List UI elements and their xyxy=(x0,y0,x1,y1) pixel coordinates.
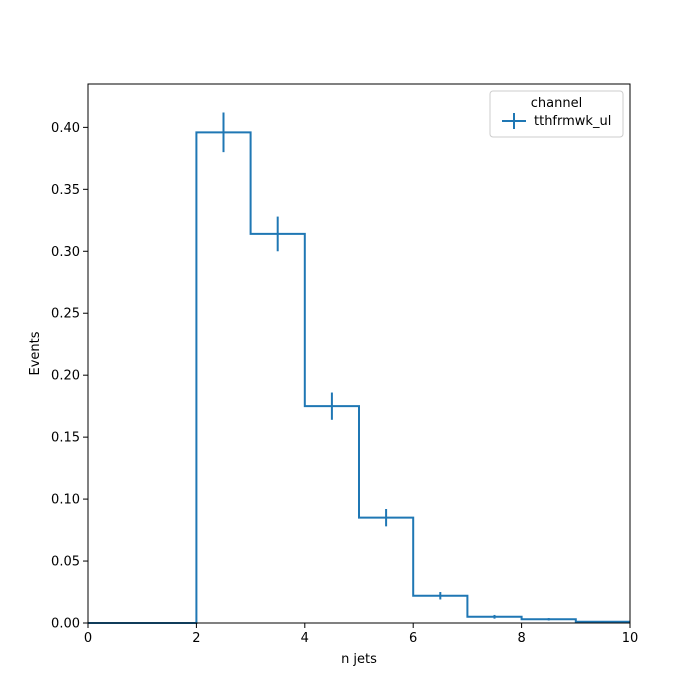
y-axis-label: Events xyxy=(28,331,43,375)
x-tick-label: 10 xyxy=(622,631,639,646)
y-tick-label: 0.15 xyxy=(51,431,80,446)
y-axis: 0.00 0.05 0.10 0.15 0.20 0.25 0.30 0.35 0.40 xyxy=(51,121,88,632)
y-tick-label: 0.25 xyxy=(51,307,80,322)
legend-box xyxy=(489,90,624,138)
y-tick-label: 0.20 xyxy=(51,369,80,384)
legend: channel tthfrmwk_ul xyxy=(489,90,624,138)
series-step-line xyxy=(88,131,630,624)
y-tick-label: 0.40 xyxy=(51,121,80,136)
y-tick-label: 0.05 xyxy=(51,555,80,570)
legend-entries: tthfrmwk_ul xyxy=(502,113,611,129)
legend-title: channel xyxy=(531,96,582,111)
y-tick-label: 0.10 xyxy=(51,493,80,508)
x-tick-label: 0 xyxy=(84,631,92,646)
x-axis: 0 2 4 6 8 10 xyxy=(84,623,638,646)
y-tick-label: 0.00 xyxy=(51,617,80,632)
x-tick-label: 4 xyxy=(301,631,309,646)
plot-frame xyxy=(87,83,631,624)
legend-label: tthfrmwk_ul xyxy=(534,114,611,129)
x-tick-label: 8 xyxy=(517,631,525,646)
y-tick-label: 0.35 xyxy=(51,183,80,198)
series-layer xyxy=(88,112,630,624)
x-tick-label: 2 xyxy=(192,631,200,646)
x-axis-label: n jets xyxy=(341,652,377,667)
y-tick-label: 0.30 xyxy=(51,245,80,260)
x-tick-label: 6 xyxy=(409,631,417,646)
